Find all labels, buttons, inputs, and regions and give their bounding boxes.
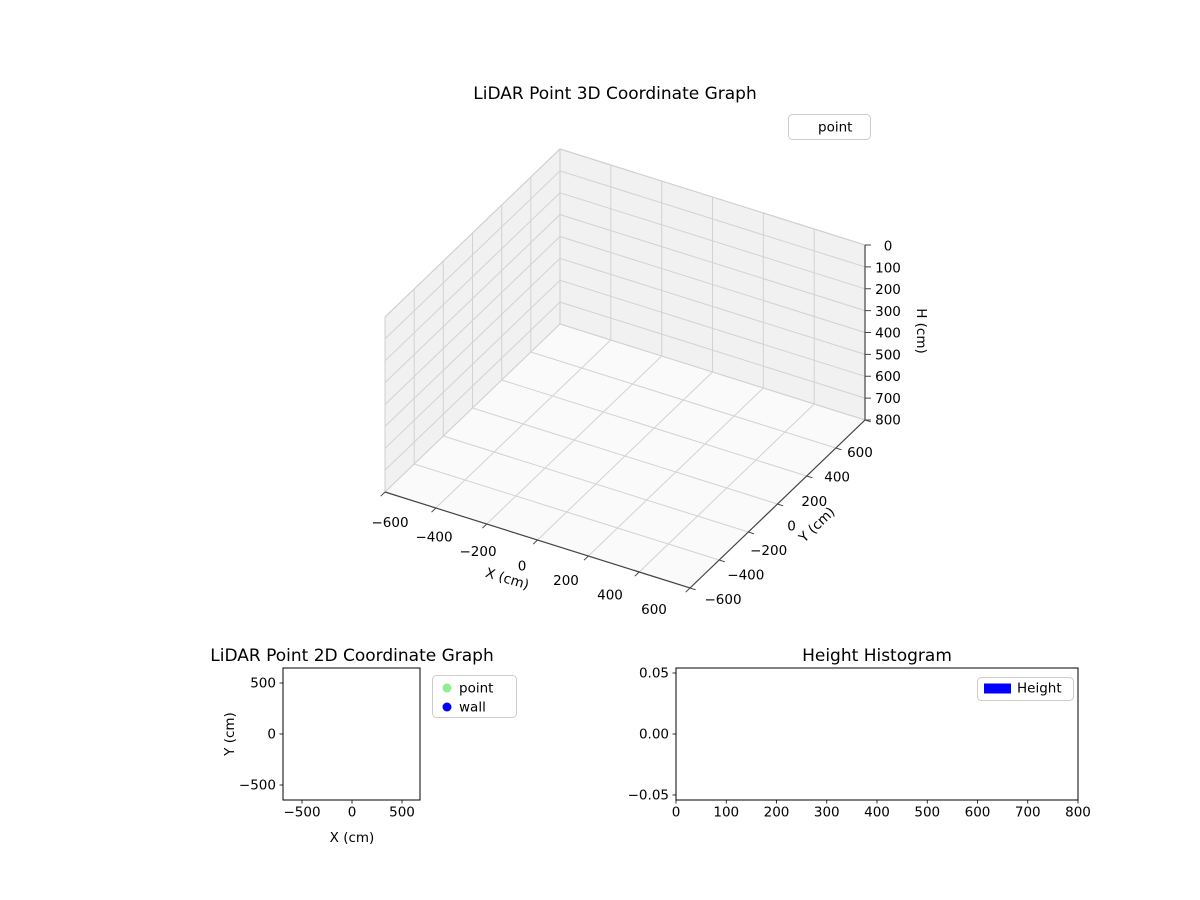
plot2d-xlabel: X (cm) <box>330 830 375 846</box>
plot2d-ylabel: Y (cm) <box>222 712 238 757</box>
y-tick-label: 0 <box>787 519 796 535</box>
y-tick-label: 0.05 <box>639 666 669 682</box>
x-tick <box>583 555 589 561</box>
x-tick-label: −400 <box>415 530 452 546</box>
legend-wall-label: wall <box>459 700 486 716</box>
y-tick <box>835 447 842 451</box>
x-tick <box>532 539 538 545</box>
z-tick-label: 300 <box>875 304 901 320</box>
y-tick-label: −0.05 <box>628 788 669 804</box>
x-tick-label: 800 <box>1065 805 1091 821</box>
x-tick-label: 200 <box>764 805 790 821</box>
height-swatch-icon <box>984 683 1011 694</box>
x-tick-label: −500 <box>283 805 320 821</box>
y-tick-label: 0 <box>267 727 276 743</box>
wall-marker-icon <box>442 702 452 712</box>
z-tick-label: 200 <box>875 282 901 298</box>
x-tick-label: 300 <box>814 805 840 821</box>
y-tick-label: −600 <box>704 592 741 608</box>
x-tick-label: −200 <box>459 544 496 560</box>
legend-box <box>432 675 517 718</box>
z-tick-label: 500 <box>875 347 901 363</box>
z-tick-label: 100 <box>875 260 901 276</box>
plot2d-axes-frame <box>282 667 421 801</box>
y-tick-label: 200 <box>801 494 827 510</box>
plot3d-zlabel: H (cm) <box>913 308 929 354</box>
legend-box <box>788 114 871 140</box>
z-tick-label: 600 <box>875 369 901 385</box>
plot3d-legend: point <box>788 114 871 140</box>
y-tick-label: 0.00 <box>639 727 669 743</box>
x-tick-label: 600 <box>641 602 667 618</box>
hist-legend: Height <box>977 677 1074 701</box>
x-tick-label: 500 <box>914 805 940 821</box>
z-tick-label: 0 <box>884 239 893 255</box>
legend-point-label: point <box>459 681 493 697</box>
y-tick-label: −500 <box>239 778 276 794</box>
y-tick <box>806 475 813 479</box>
legend-point-label: point <box>818 120 852 136</box>
x-tick-label: 0 <box>672 805 681 821</box>
plot3d-axes3d: −600−400−2000200400600−600−400−200020040… <box>371 148 901 618</box>
x-tick-label: 400 <box>864 805 890 821</box>
z-tick-label: 400 <box>875 326 901 342</box>
x-tick <box>634 571 640 577</box>
x-tick <box>482 523 488 529</box>
x-tick-label: −600 <box>371 515 408 531</box>
x-tick-label: 100 <box>713 805 739 821</box>
y-tick-label: −200 <box>750 543 787 559</box>
y-tick <box>689 587 696 591</box>
x-tick-label: 200 <box>553 573 579 589</box>
legend-height-label: Height <box>1017 681 1062 697</box>
z-tick-label: 800 <box>875 413 901 429</box>
plot-histogram: 0 100 200 300 400 500 600 700 800 0.05 0.00 −0.05 H… <box>628 646 1091 821</box>
x-tick-label: 500 <box>389 805 415 821</box>
x-tick-label: 600 <box>965 805 991 821</box>
plot3d-ylabel: Y (cm) <box>795 504 838 547</box>
y-tick-label: −400 <box>727 568 764 584</box>
z-tick-label: 700 <box>875 391 901 407</box>
x-tick <box>431 507 437 513</box>
plot-3d: −600−400−2000200400600−600−400−200020040… <box>371 84 929 618</box>
plot2d-title: LiDAR Point 2D Coordinate Graph <box>210 646 494 666</box>
legend-box <box>977 677 1074 701</box>
x-tick-label: 0 <box>518 559 527 575</box>
hist-title: Height Histogram <box>802 646 952 666</box>
y-tick-label: 400 <box>824 470 850 486</box>
x-tick <box>685 587 691 593</box>
plot2d-ticks: −500 0 500 500 0 −500 <box>239 676 415 821</box>
y-tick-label: 600 <box>847 445 873 461</box>
x-tick-label: 400 <box>597 588 623 604</box>
point-marker-icon <box>442 683 452 693</box>
y-tick <box>777 503 784 507</box>
y-tick <box>748 531 755 535</box>
x-tick <box>380 491 386 497</box>
plot3d-title: LiDAR Point 3D Coordinate Graph <box>473 84 757 104</box>
y-tick-label: 500 <box>250 676 276 692</box>
y-tick <box>719 559 726 563</box>
plot-2d: −500 0 500 500 0 −500 LiDAR Point 2D Coordina… <box>210 646 517 846</box>
plot2d-legend: point wall <box>432 675 517 718</box>
x-tick-label: 0 <box>348 805 357 821</box>
hist-ticks: 0 100 200 300 400 500 600 700 800 0.05 0.00 −0.05 <box>628 666 1091 821</box>
x-tick-label: 700 <box>1015 805 1041 821</box>
